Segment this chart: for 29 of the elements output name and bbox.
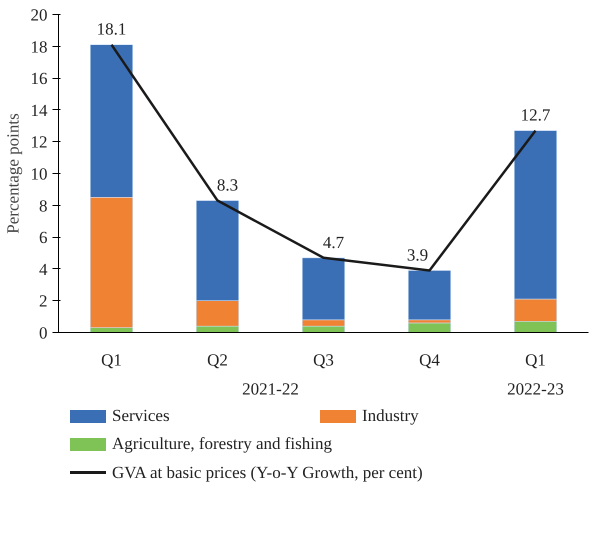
x-tick-label: Q1	[525, 350, 546, 370]
y-tick-label: 14	[30, 100, 48, 120]
legend-label: Services	[112, 405, 170, 427]
y-tick-label: 20	[30, 6, 48, 24]
x-tick-label: Q4	[419, 350, 440, 370]
y-tick-label: 6	[39, 228, 48, 248]
y-tick-label: 18	[30, 37, 48, 56]
text: 2022-23	[507, 380, 564, 398]
y-tick-label: 12	[30, 132, 48, 152]
y-tick-label: 2	[39, 292, 48, 311]
data-label: 12.7	[520, 106, 551, 125]
legend-label: GVA at basic prices (Y-o-Y Growth, per cent)	[112, 462, 423, 484]
y-tick-label: 4	[39, 260, 48, 279]
y-tick-label: 0	[39, 324, 48, 342]
data-label: 4.7	[322, 232, 345, 252]
text: 2021-22	[242, 380, 299, 398]
y-tick-label: 16	[30, 69, 48, 88]
legend-label: Agriculture, forestry and fishing	[112, 433, 332, 456]
data-label: 3.9	[406, 245, 428, 264]
y-axis-title: Percentage points	[4, 113, 22, 234]
y-tick-label: 10	[30, 164, 48, 184]
bar	[408, 270, 451, 320]
y-tick-label: 8	[39, 196, 48, 216]
data-label: 8.3	[216, 176, 238, 195]
x-tick-label: Q1	[101, 350, 122, 370]
data-label: 18.1	[96, 20, 126, 39]
x-tick-label: Q2	[207, 350, 228, 370]
x-tick-label: Q3	[313, 350, 334, 370]
legend-label: Industry	[362, 405, 419, 427]
